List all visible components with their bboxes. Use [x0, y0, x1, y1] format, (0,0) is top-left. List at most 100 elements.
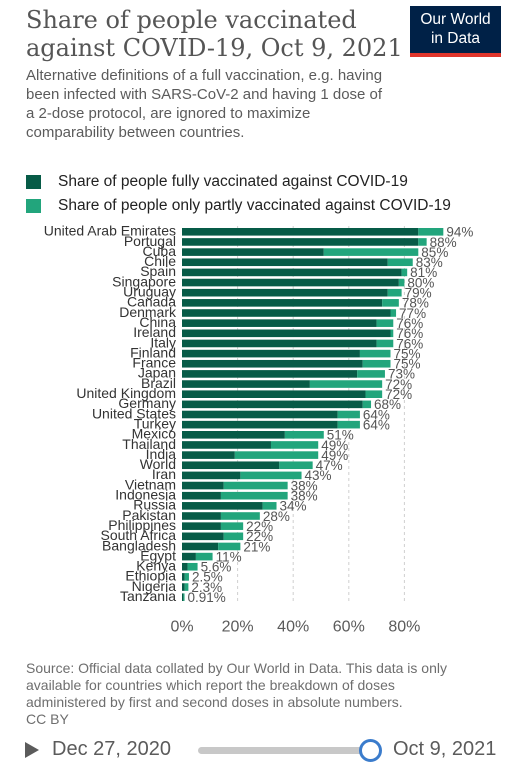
bar-fully-vaccinated [182, 481, 224, 490]
play-icon[interactable] [25, 742, 39, 758]
value-label: 38% [291, 478, 318, 493]
bar-fully-vaccinated [182, 288, 388, 297]
value-label: 51% [327, 428, 354, 443]
category-label: Cuba [143, 243, 177, 259]
category-label: Iran [152, 466, 176, 482]
value-label: 38% [291, 489, 318, 504]
logo-line-2: in Data [430, 30, 481, 47]
legend-swatch-partly [26, 199, 41, 213]
value-label: 83% [416, 255, 443, 270]
value-label: 2.5% [192, 570, 223, 585]
bar-fully-vaccinated [182, 552, 196, 561]
category-label: Portugal [124, 233, 176, 249]
value-label: 85% [421, 245, 448, 260]
bar-fully-vaccinated [182, 573, 185, 581]
bar-fully-vaccinated [182, 410, 338, 419]
value-label: 43% [305, 468, 332, 483]
category-label: World [140, 456, 176, 472]
bar-partly-vaccinated [362, 400, 372, 409]
category-label: Bangladesh [102, 537, 176, 553]
owid-logo[interactable]: Our World in Data [410, 6, 501, 57]
value-label: 68% [374, 397, 401, 412]
timeline-end-label[interactable]: Oct 9, 2021 [393, 738, 497, 760]
chart-footer: Source: Official data collated by Our Wo… [26, 660, 466, 728]
bar-chart: 0% 20% 40% 60% 80% United Arab Emirates 94% Por… [44, 223, 474, 636]
category-label: Canada [127, 294, 176, 310]
bar-partly-vaccinated [323, 248, 419, 256]
category-label: Philippines [108, 517, 176, 533]
value-label: 73% [388, 367, 415, 382]
bar-partly-vaccinated [220, 491, 288, 500]
bar-partly-vaccinated [357, 370, 385, 378]
bar-partly-vaccinated [398, 278, 405, 287]
bar-partly-vaccinated [382, 299, 399, 307]
legend-item-full[interactable]: Share of people fully vaccinated against… [26, 170, 451, 194]
category-label: Finland [130, 344, 176, 360]
value-label: 76% [396, 336, 423, 351]
x-tick-label: 0% [170, 619, 193, 636]
bar-partly-vaccinated [359, 349, 391, 358]
bar-fully-vaccinated [182, 299, 383, 307]
bar-fully-vaccinated [182, 258, 388, 267]
value-label: 79% [405, 286, 432, 301]
value-label: 77% [399, 306, 426, 321]
bar-partly-vaccinated [365, 390, 383, 398]
bar-fully-vaccinated [182, 329, 391, 338]
bar-fully-vaccinated [182, 471, 241, 480]
value-label: 11% [216, 549, 242, 564]
category-label: Denmark [119, 304, 177, 320]
category-label: Russia [133, 497, 176, 513]
bar-fully-vaccinated [182, 451, 235, 459]
value-label: 88% [430, 235, 457, 250]
value-label: 64% [363, 407, 390, 422]
x-tick-label: 60% [333, 619, 365, 636]
value-label: 0.91% [188, 590, 226, 605]
bar-partly-vaccinated [376, 339, 394, 348]
category-label: Turkey [134, 415, 176, 431]
bar-partly-vaccinated [183, 593, 185, 601]
x-tick-label: 20% [222, 619, 254, 636]
value-label: 78% [402, 296, 429, 311]
timeline-start-label[interactable]: Dec 27, 2020 [52, 738, 171, 760]
value-label: 34% [280, 499, 307, 514]
bar-partly-vaccinated [376, 319, 394, 327]
bar-partly-vaccinated [362, 359, 391, 368]
bar-fully-vaccinated [182, 583, 185, 591]
bar-fully-vaccinated [182, 380, 310, 388]
bar-fully-vaccinated [182, 370, 358, 378]
legend-item-partly[interactable]: Share of people only partly vaccinated a… [26, 194, 451, 218]
category-label: Italy [150, 334, 176, 350]
category-label: Egypt [140, 547, 176, 563]
bar-fully-vaccinated [182, 349, 360, 358]
bar-partly-vaccinated [390, 309, 397, 317]
category-label: Brazil [141, 375, 176, 391]
category-label: Thailand [122, 436, 176, 452]
timeline-track[interactable] [198, 747, 370, 754]
chart-subtitle: Alternative definitions of a full vaccin… [26, 67, 383, 141]
value-label: 81% [410, 265, 437, 280]
chart-title: Share of people vaccinated against COVID… [26, 6, 403, 62]
bar-fully-vaccinated [182, 228, 419, 236]
bar-partly-vaccinated [390, 329, 394, 338]
chart-legend: Share of people fully vaccinated against… [26, 170, 451, 218]
license-note: CC BY [26, 711, 69, 727]
value-label: 72% [385, 377, 412, 392]
category-label: India [146, 446, 177, 462]
legend-swatch-full [26, 175, 41, 189]
bar-partly-vaccinated [387, 258, 413, 267]
bar-partly-vaccinated [418, 228, 444, 236]
category-label: Indonesia [115, 487, 176, 503]
bar-fully-vaccinated [182, 512, 221, 520]
category-label: United States [92, 405, 176, 421]
bar-partly-vaccinated [223, 481, 288, 490]
category-label: Singapore [112, 273, 176, 289]
bar-partly-vaccinated [284, 431, 324, 439]
category-label: Germany [118, 395, 176, 411]
value-label: 76% [396, 326, 423, 341]
bar-fully-vaccinated [182, 309, 391, 317]
bar-fully-vaccinated [182, 441, 271, 449]
value-label: 5.6% [201, 560, 232, 575]
category-label: Pakistan [122, 507, 176, 523]
bar-fully-vaccinated [182, 491, 221, 500]
timeline-handle[interactable] [359, 739, 382, 762]
